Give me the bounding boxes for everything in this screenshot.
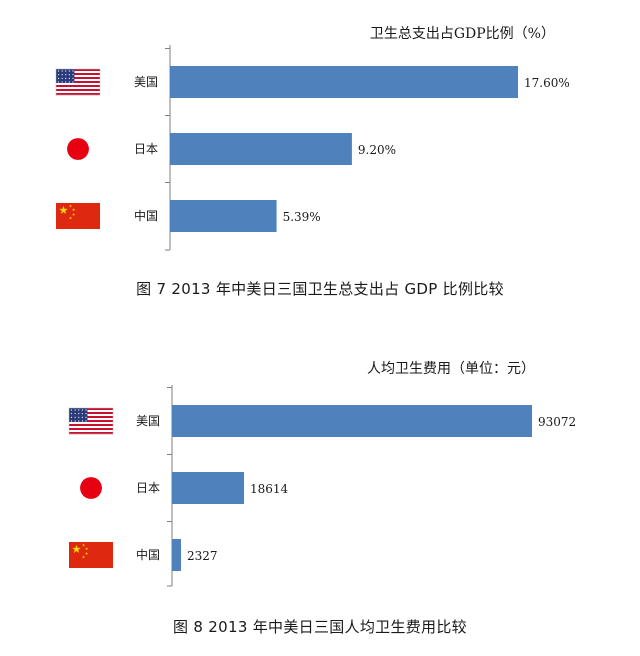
us-flag-icon <box>55 68 101 96</box>
value-label-china: 5.39% <box>283 210 321 224</box>
chart-per-capita-health-cost: 人均卫生费用（单位：元） 美国 93072 日本 18614 中国 2327 <box>68 361 576 587</box>
bar-japan <box>172 472 244 504</box>
category-label-china: 中国 <box>136 547 160 562</box>
value-label-japan: 18614 <box>250 482 289 496</box>
value-label-usa: 17.60% <box>524 76 570 90</box>
bar-usa <box>170 66 518 98</box>
china-flag-icon <box>69 542 113 568</box>
china-flag-icon <box>56 203 100 229</box>
bar-usa <box>172 405 532 437</box>
japan-flag-icon <box>67 138 89 160</box>
category-label-usa: 美国 <box>136 414 160 428</box>
us-flag-icon <box>68 407 114 435</box>
bar-china <box>172 539 182 571</box>
category-label-japan: 日本 <box>136 481 160 495</box>
figure-7-caption: 图 7 2013 年中美日三国卫生总支出占 GDP 比例比较 <box>136 280 504 298</box>
category-label-japan: 日本 <box>134 142 158 156</box>
figure-8-caption: 图 8 2013 年中美日三国人均卫生费用比较 <box>173 618 467 636</box>
chart-title: 卫生总支出占GDP比例（%） <box>370 26 555 42</box>
chart-title: 人均卫生费用（单位：元） <box>367 361 535 377</box>
value-label-japan: 9.20% <box>358 143 396 157</box>
value-label-china: 2327 <box>187 549 218 563</box>
value-label-usa: 93072 <box>538 415 576 429</box>
bar-japan <box>170 133 352 165</box>
category-label-usa: 美国 <box>134 75 158 89</box>
chart-health-expenditure-gdp: 卫生总支出占GDP比例（%） 美国 17.60% 日本 9.20% 中国 5.39% <box>55 26 570 251</box>
category-label-china: 中国 <box>134 208 158 223</box>
japan-flag-icon <box>80 477 102 499</box>
bar-china <box>170 200 277 232</box>
